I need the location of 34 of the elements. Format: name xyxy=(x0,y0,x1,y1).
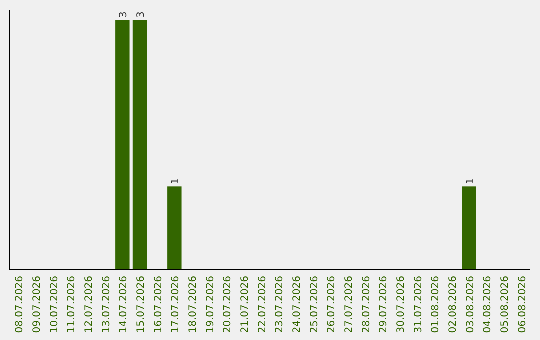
x-tick-label: 15.07.2026 xyxy=(136,276,147,334)
x-tick-label: 12.07.2026 xyxy=(84,276,95,334)
x-tick-label: 02.08.2026 xyxy=(448,276,459,334)
x-tick-label: 30.07.2026 xyxy=(396,276,407,334)
data-label: 1 xyxy=(170,178,182,185)
x-tick-label: 13.07.2026 xyxy=(101,276,112,334)
x-tick-label: 20.07.2026 xyxy=(222,276,234,334)
data-label: 1 xyxy=(465,178,476,185)
x-tick-label: 11.07.2026 xyxy=(66,276,78,334)
x-tick-label: 04.08.2026 xyxy=(482,276,494,334)
x-tick-label: 28.07.2026 xyxy=(361,276,372,334)
x-tick-label: 16.07.2026 xyxy=(153,276,164,334)
x-tick-label: 18.07.2026 xyxy=(188,276,199,334)
x-tick-label: 06.08.2026 xyxy=(517,276,528,334)
x-tick-label: 31.07.2026 xyxy=(413,276,424,334)
x-tick-label: 08.07.2026 xyxy=(14,276,26,334)
data-label: 3 xyxy=(136,12,147,18)
x-tick-label: 24.07.2026 xyxy=(292,276,303,334)
x-tick-label: 29.07.2026 xyxy=(378,276,390,334)
x-tick-label: 03.08.2026 xyxy=(465,276,476,334)
x-tick-label: 09.07.2026 xyxy=(32,276,43,334)
x-tick-label: 27.07.2026 xyxy=(344,276,355,334)
x-tick-label: 26.07.2026 xyxy=(326,276,338,334)
x-tick-label: 23.07.2026 xyxy=(274,276,286,334)
x-tick-label: 14.07.2026 xyxy=(118,276,130,334)
x-tick-label: 22.07.2026 xyxy=(257,276,268,334)
data-label: 3 xyxy=(118,12,130,18)
x-tick-label: 17.07.2026 xyxy=(170,276,182,334)
x-tick-label: 25.07.2026 xyxy=(309,276,320,334)
x-tick-label: 01.08.2026 xyxy=(430,276,442,334)
x-tick-label: 19.07.2026 xyxy=(205,276,216,334)
x-tick-label: 21.07.2026 xyxy=(240,276,251,334)
x-tick-label: 10.07.2026 xyxy=(49,276,60,334)
x-tick-label: 05.08.2026 xyxy=(500,276,511,334)
